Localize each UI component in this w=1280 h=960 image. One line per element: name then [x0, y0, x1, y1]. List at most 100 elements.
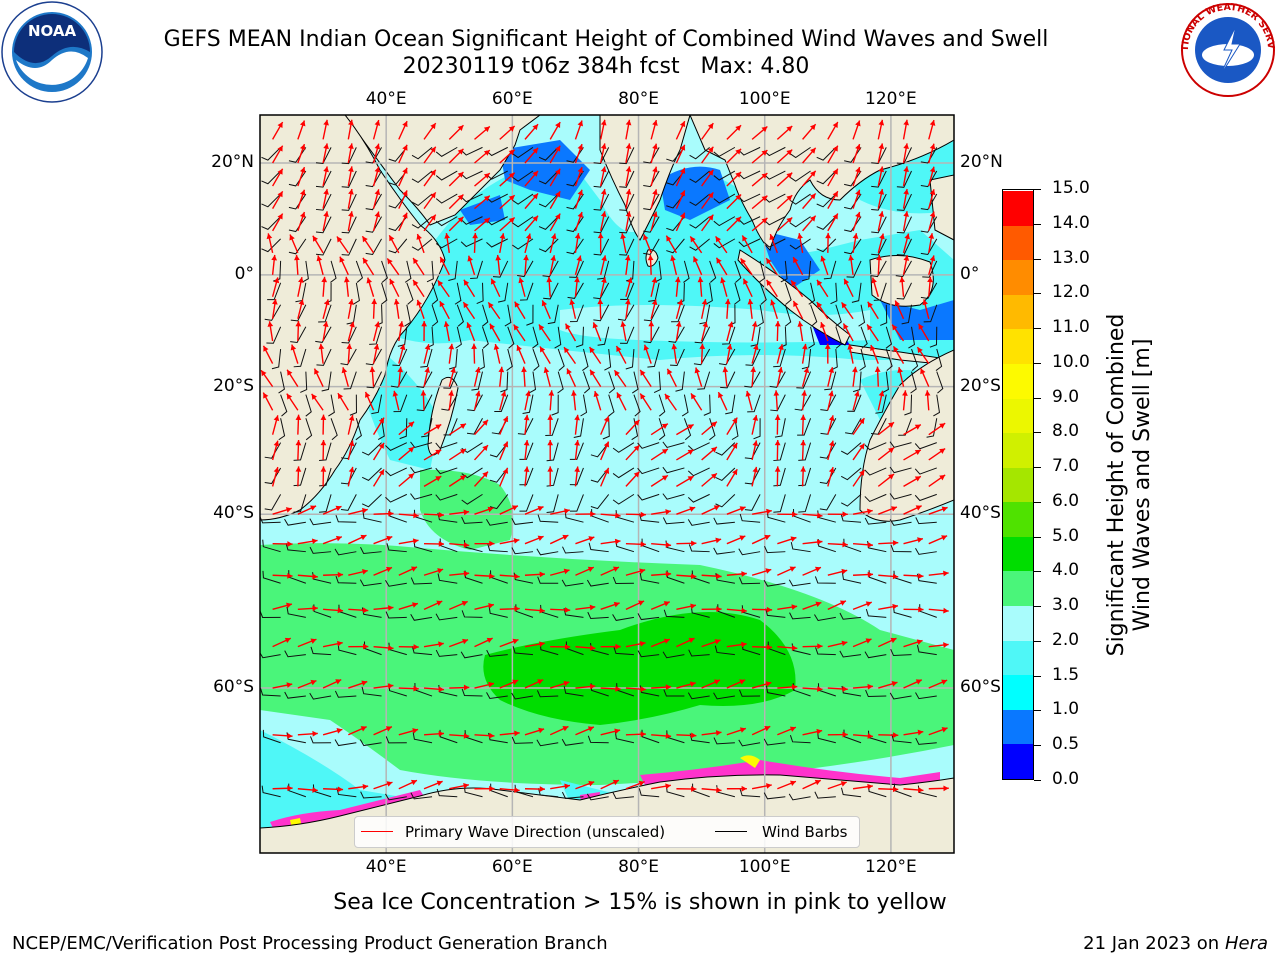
wave-direction-arrowhead [286, 682, 293, 688]
wave-direction-arrowhead [674, 276, 681, 283]
wind-barb [481, 304, 489, 327]
wave-direction-arrowhead [489, 323, 495, 330]
wind-barb [515, 604, 534, 618]
wind-barb [614, 731, 635, 744]
wave-direction-arrowhead [791, 604, 798, 610]
wave-direction-arrowhead [273, 467, 280, 473]
wave-direction-arrowhead [386, 566, 392, 573]
wind-barb [709, 418, 716, 441]
wave-direction-arrowhead [832, 213, 838, 220]
wave-direction-arrowhead [892, 732, 899, 739]
wave-direction-arrowhead [482, 419, 488, 426]
wave-direction-arrowhead [613, 601, 620, 608]
wind-barb [365, 170, 382, 188]
wave-direction-arrowhead [408, 447, 415, 453]
wave-height-field [260, 136, 954, 840]
wave-direction-arrowhead [323, 143, 329, 150]
wind-barb [814, 576, 836, 584]
wind-barb [896, 147, 912, 165]
wave-direction-arrowhead [739, 535, 746, 541]
lat-tick-label: 60°S [213, 677, 254, 698]
wave-direction-arrowhead [612, 779, 619, 786]
wind-barb [643, 304, 660, 322]
wind-barb [512, 216, 534, 228]
wave-direction-arrowhead [665, 733, 672, 739]
wave-direction-arrowhead [457, 216, 464, 223]
wave-direction-arrowhead [601, 255, 607, 262]
wind-barb [619, 170, 635, 188]
wind-barb [542, 260, 559, 278]
wave-direction-arrowhead [566, 368, 572, 375]
wave-direction-arrowhead [903, 255, 910, 261]
wave-direction-arrowhead [587, 566, 594, 572]
wind-barb [321, 371, 332, 392]
wave-direction-arrowhead [640, 686, 646, 693]
wave-direction-arrowhead [539, 786, 545, 792]
wave-direction-arrowhead [789, 726, 796, 732]
wave-direction-arrowhead [487, 506, 494, 513]
wave-direction-arrowhead [816, 302, 823, 309]
wave-direction-arrowhead [360, 726, 367, 732]
wind-barb [411, 170, 433, 184]
wind-barb [562, 546, 584, 554]
wind-barb [343, 371, 357, 390]
wave-direction-arrowhead [316, 255, 323, 262]
wind-barb [580, 394, 588, 417]
wave-direction-arrowhead [490, 278, 497, 285]
wind-barb [582, 371, 591, 394]
wave-direction-arrowhead [651, 299, 658, 306]
wind-barb [864, 442, 887, 451]
lat-tick-label: 20°N [960, 152, 1003, 172]
wind-barb [261, 147, 281, 161]
wave-direction-arrowhead [488, 302, 494, 309]
wave-direction-arrowhead [786, 149, 793, 156]
wind-barb [706, 282, 713, 305]
wave-direction-arrowhead [438, 541, 445, 547]
wave-direction-arrowhead [943, 642, 949, 648]
wave-direction-arrowhead [916, 639, 923, 645]
wind-barb [619, 238, 635, 256]
wave-direction-arrowhead [511, 505, 518, 511]
wave-direction-arrowhead [532, 215, 539, 222]
wind-barb [435, 216, 458, 227]
wave-direction-arrowhead [620, 233, 626, 239]
wave-direction-arrowhead [508, 172, 515, 179]
wave-direction-arrowhead [689, 506, 696, 512]
wave-direction-arrowhead [290, 344, 297, 351]
wind-barb [361, 467, 382, 481]
wind-barb [547, 304, 559, 325]
wave-direction-arrowhead [766, 606, 773, 613]
wave-direction-arrowhead [679, 190, 686, 197]
wave-direction-arrowhead [903, 143, 909, 150]
wave-direction-arrowhead [707, 214, 714, 221]
wave-direction-arrowhead [941, 679, 948, 685]
wind-barb [739, 513, 761, 523]
wave-direction-arrowhead [397, 366, 404, 373]
wind-barb [435, 170, 458, 181]
colorbar-level-label: 1.0 [1052, 699, 1080, 720]
colorbar-tick [1034, 362, 1041, 364]
wave-direction-arrowhead [590, 369, 596, 376]
wind-barb [774, 418, 786, 438]
colorbar-segment [1003, 328, 1033, 364]
wind-barb [460, 193, 483, 203]
wave-direction-arrowhead [462, 638, 469, 645]
wave-direction-arrowhead [633, 445, 640, 452]
wave-direction-arrowhead [714, 639, 721, 645]
wave-direction-arrowhead [710, 421, 717, 428]
wave-direction-arrowhead [670, 255, 676, 262]
wave-direction-arrowhead [839, 600, 846, 606]
wave-direction-arrowhead [824, 343, 831, 349]
wave-direction-arrowhead [918, 606, 924, 613]
colorbar-tick [1034, 293, 1041, 295]
wave-direction-arrowhead [335, 679, 342, 685]
wind-barb [662, 441, 685, 449]
wind-barb [590, 494, 610, 510]
wind-barb [286, 732, 306, 744]
wave-direction-arrowhead [789, 780, 796, 787]
wind-barb [864, 493, 887, 503]
wave-direction-arrowhead [652, 211, 658, 218]
wind-barb [713, 146, 736, 157]
wave-direction-arrowhead [541, 300, 548, 307]
wave-direction-arrowhead [574, 414, 580, 421]
